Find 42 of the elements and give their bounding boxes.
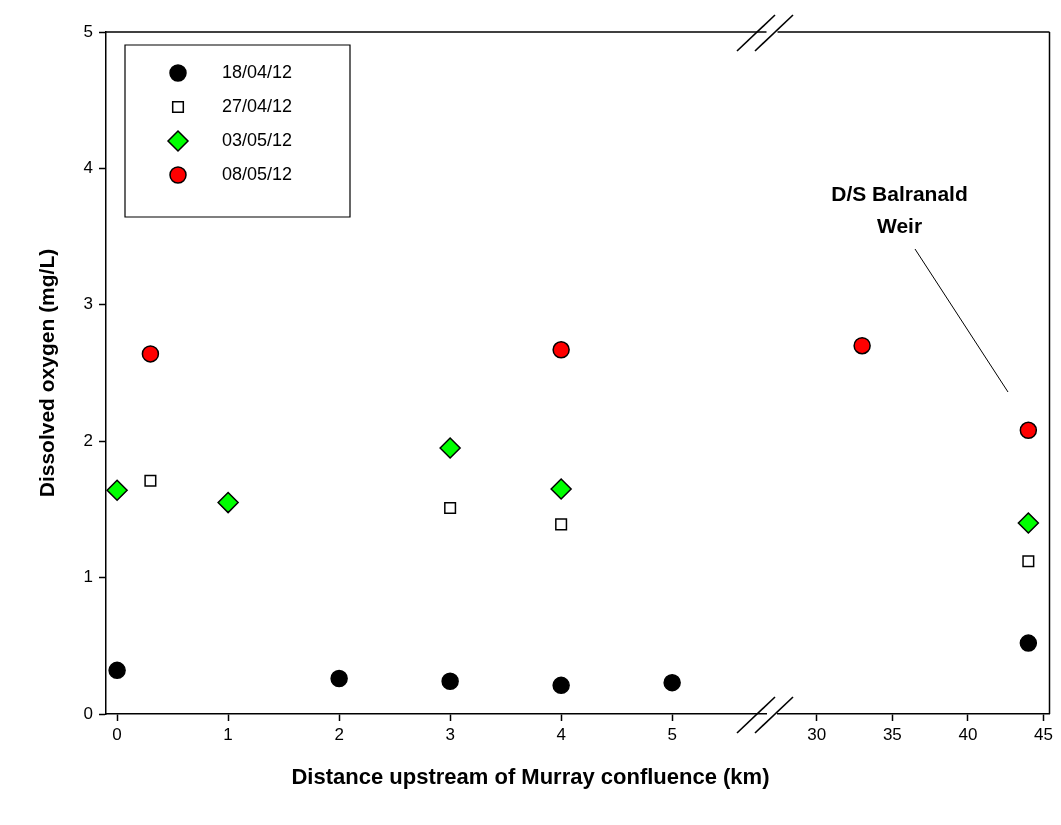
x-tick-label: 5 (667, 724, 677, 744)
y-tick-label: 3 (83, 294, 93, 314)
legend-label: 08/05/12 (222, 163, 293, 184)
x-tick-label: 45 (1033, 724, 1053, 744)
point (141, 345, 160, 363)
x-tick-label: 3 (445, 724, 455, 744)
point (330, 669, 348, 688)
x-tick-label: 1 (223, 724, 233, 744)
x-tick-label: 35 (882, 724, 902, 744)
point (555, 518, 568, 531)
point (552, 676, 570, 695)
point (108, 661, 126, 680)
y-tick-label: 1 (83, 567, 93, 587)
x-tick-label: 4 (556, 724, 566, 744)
point (1022, 555, 1035, 568)
legend-label: 03/05/12 (222, 129, 293, 150)
x-tick-label: 0 (112, 724, 122, 744)
y-tick-label: 2 (83, 430, 93, 450)
point (444, 501, 457, 515)
y-tick-label: 0 (83, 703, 93, 723)
y-tick-label: 5 (83, 21, 93, 41)
y-axis-title: Dissolved oxygen (mg/L) (35, 248, 59, 498)
point (550, 478, 572, 500)
point (441, 672, 459, 691)
point (1019, 421, 1038, 440)
point (144, 474, 157, 487)
point (217, 491, 239, 514)
point (663, 673, 681, 692)
legend-label: 27/04/12 (222, 95, 293, 116)
point (853, 336, 871, 355)
x-tick-label: 30 (807, 724, 827, 744)
y-tick-label: 4 (83, 158, 93, 178)
point (552, 341, 570, 359)
annotation: D/S Balranald Weir (831, 182, 968, 237)
point (106, 479, 128, 502)
point (1017, 512, 1040, 534)
point (1019, 634, 1038, 652)
point (439, 437, 461, 459)
legend-label: 18/04/12 (222, 61, 293, 82)
x-axis-title: Distance upstream of Murray confluence (km) (290, 764, 771, 790)
x-tick-label: 2 (334, 724, 344, 744)
x-tick-label: 40 (958, 724, 978, 744)
